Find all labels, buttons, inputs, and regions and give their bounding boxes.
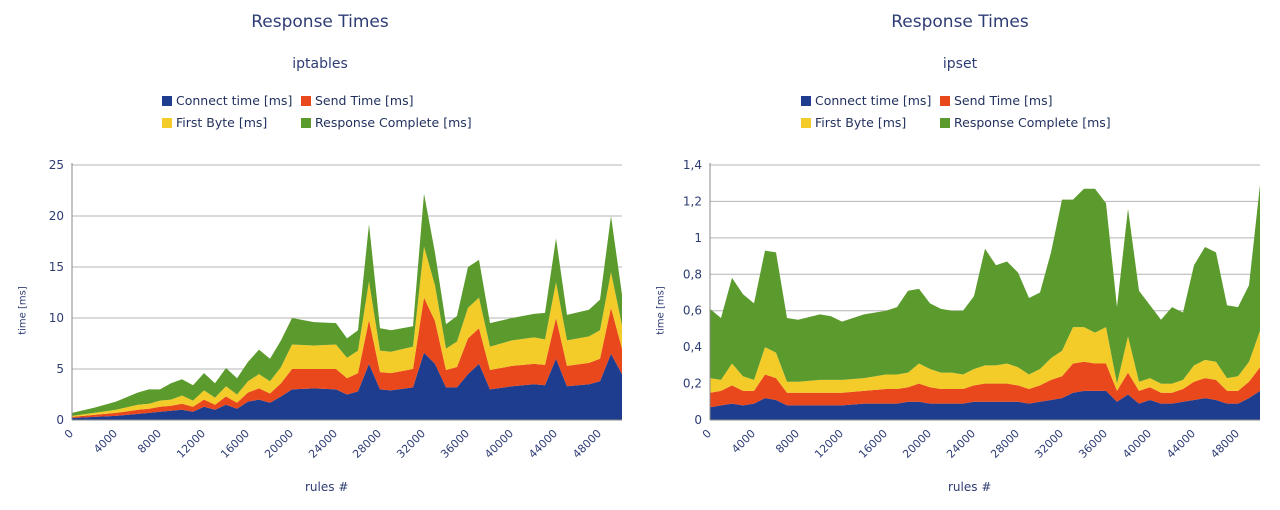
chart-subtitle: iptables <box>292 56 348 72</box>
area-send-series <box>72 297 622 418</box>
x-tick-label: 32000 <box>394 427 428 461</box>
legend-swatch <box>940 95 950 106</box>
y-tick-label: 20 <box>49 209 64 223</box>
legend-swatch <box>801 95 811 106</box>
y-tick-label: 0 <box>694 413 702 427</box>
x-tick-label: 8000 <box>773 427 802 456</box>
legend-swatch <box>940 117 950 128</box>
x-tick-label: 40000 <box>482 427 516 461</box>
legend-item-response-complete: Response Complete [ms] <box>940 115 1111 130</box>
legend-label: Send Time [ms] <box>315 93 414 108</box>
area-first-series <box>710 327 1260 393</box>
legend-swatch <box>301 117 311 128</box>
x-tick-label: 44000 <box>526 427 560 461</box>
x-tick-label: 0 <box>700 427 714 441</box>
legend-swatch <box>301 95 311 106</box>
x-tick-label: 24000 <box>306 427 340 461</box>
y-tick-label: 0,6 <box>683 304 702 318</box>
y-tick-label: 10 <box>49 311 64 325</box>
legend-item-send-time: Send Time [ms] <box>940 93 1052 108</box>
x-tick-label: 48000 <box>570 427 604 461</box>
y-tick-label: 1,4 <box>683 158 702 172</box>
x-tick-label: 28000 <box>350 427 384 461</box>
y-tick-label: 0,2 <box>683 377 702 391</box>
y-tick-label: 25 <box>49 158 64 172</box>
y-tick-label: 0 <box>56 413 64 427</box>
legend-label: Connect time [ms] <box>176 93 293 108</box>
legend-item-first-byte: First Byte [ms] <box>162 115 267 130</box>
y-tick-label: 1,2 <box>683 194 702 208</box>
x-tick-label: 36000 <box>438 427 472 461</box>
y-tick-label: 5 <box>56 362 64 376</box>
y-tick-label: 0,4 <box>683 340 702 354</box>
x-tick-label: 12000 <box>174 427 208 461</box>
area-response-series <box>710 185 1260 384</box>
y-axis-label: time [ms] <box>655 286 667 335</box>
x-axis-label: rules # <box>305 480 349 494</box>
legend-label: Connect time [ms] <box>815 93 932 108</box>
legend-label: Send Time [ms] <box>954 93 1053 108</box>
x-tick-label: 36000 <box>1076 427 1110 461</box>
x-tick-label: 16000 <box>218 427 252 461</box>
x-tick-label: 12000 <box>812 427 846 461</box>
legend-swatch <box>801 117 811 128</box>
iptables-plot: 0 5 10 15 20 25 0 4000 8000 12000 16000 20000 24000 2… <box>49 158 622 461</box>
legend-swatch <box>162 95 172 106</box>
ipset-plot: 0 0,2 0,4 0,6 0,8 1 1,2 1,4 0 4000 8000 12000 16000 2… <box>683 158 1260 461</box>
x-tick-label: 20000 <box>262 427 296 461</box>
legend-item-response-complete: Response Complete [ms] <box>301 115 472 130</box>
legend-item-connect-time: Connect time [ms] <box>801 93 931 108</box>
legend-item-first-byte: First Byte [ms] <box>801 115 906 130</box>
legend-label: First Byte [ms] <box>815 115 907 130</box>
area-connect-series <box>72 352 622 420</box>
x-tick-label: 40000 <box>1120 427 1154 461</box>
area-send-series <box>710 361 1260 408</box>
legend-label: First Byte [ms] <box>176 115 268 130</box>
legend-swatch <box>162 117 172 128</box>
y-tick-label: 15 <box>49 260 64 274</box>
x-tick-label: 44000 <box>1164 427 1198 461</box>
legend-label: Response Complete [ms] <box>954 115 1111 130</box>
y-tick-label: 1 <box>694 231 702 245</box>
y-tick-label: 0,8 <box>683 267 702 281</box>
x-tick-label: 4000 <box>91 427 120 456</box>
x-tick-label: 48000 <box>1208 427 1242 461</box>
x-tick-label: 28000 <box>988 427 1022 461</box>
x-axis-label: rules # <box>948 480 992 494</box>
x-tick-label: 20000 <box>900 427 934 461</box>
legend-item-connect-time: Connect time [ms] <box>162 93 292 108</box>
chart-title: Response Times <box>891 12 1029 32</box>
legend-item-send-time: Send Time [ms] <box>301 93 413 108</box>
chart-title: Response Times <box>251 12 389 32</box>
x-tick-label: 16000 <box>856 427 890 461</box>
legend-label: Response Complete [ms] <box>315 115 472 130</box>
area-connect-series <box>710 390 1260 420</box>
ipset-chart-panel: Response Times ipset Connect time [ms] S… <box>640 0 1280 510</box>
x-tick-label: 32000 <box>1032 427 1066 461</box>
x-tick-label: 4000 <box>729 427 758 456</box>
x-tick-label: 0 <box>62 427 76 441</box>
y-axis-label: time [ms] <box>17 286 29 335</box>
x-tick-label: 8000 <box>135 427 164 456</box>
iptables-chart-panel: Response Times iptables Connect time [ms… <box>17 12 622 494</box>
chart-subtitle: ipset <box>942 56 978 72</box>
x-tick-label: 24000 <box>944 427 978 461</box>
